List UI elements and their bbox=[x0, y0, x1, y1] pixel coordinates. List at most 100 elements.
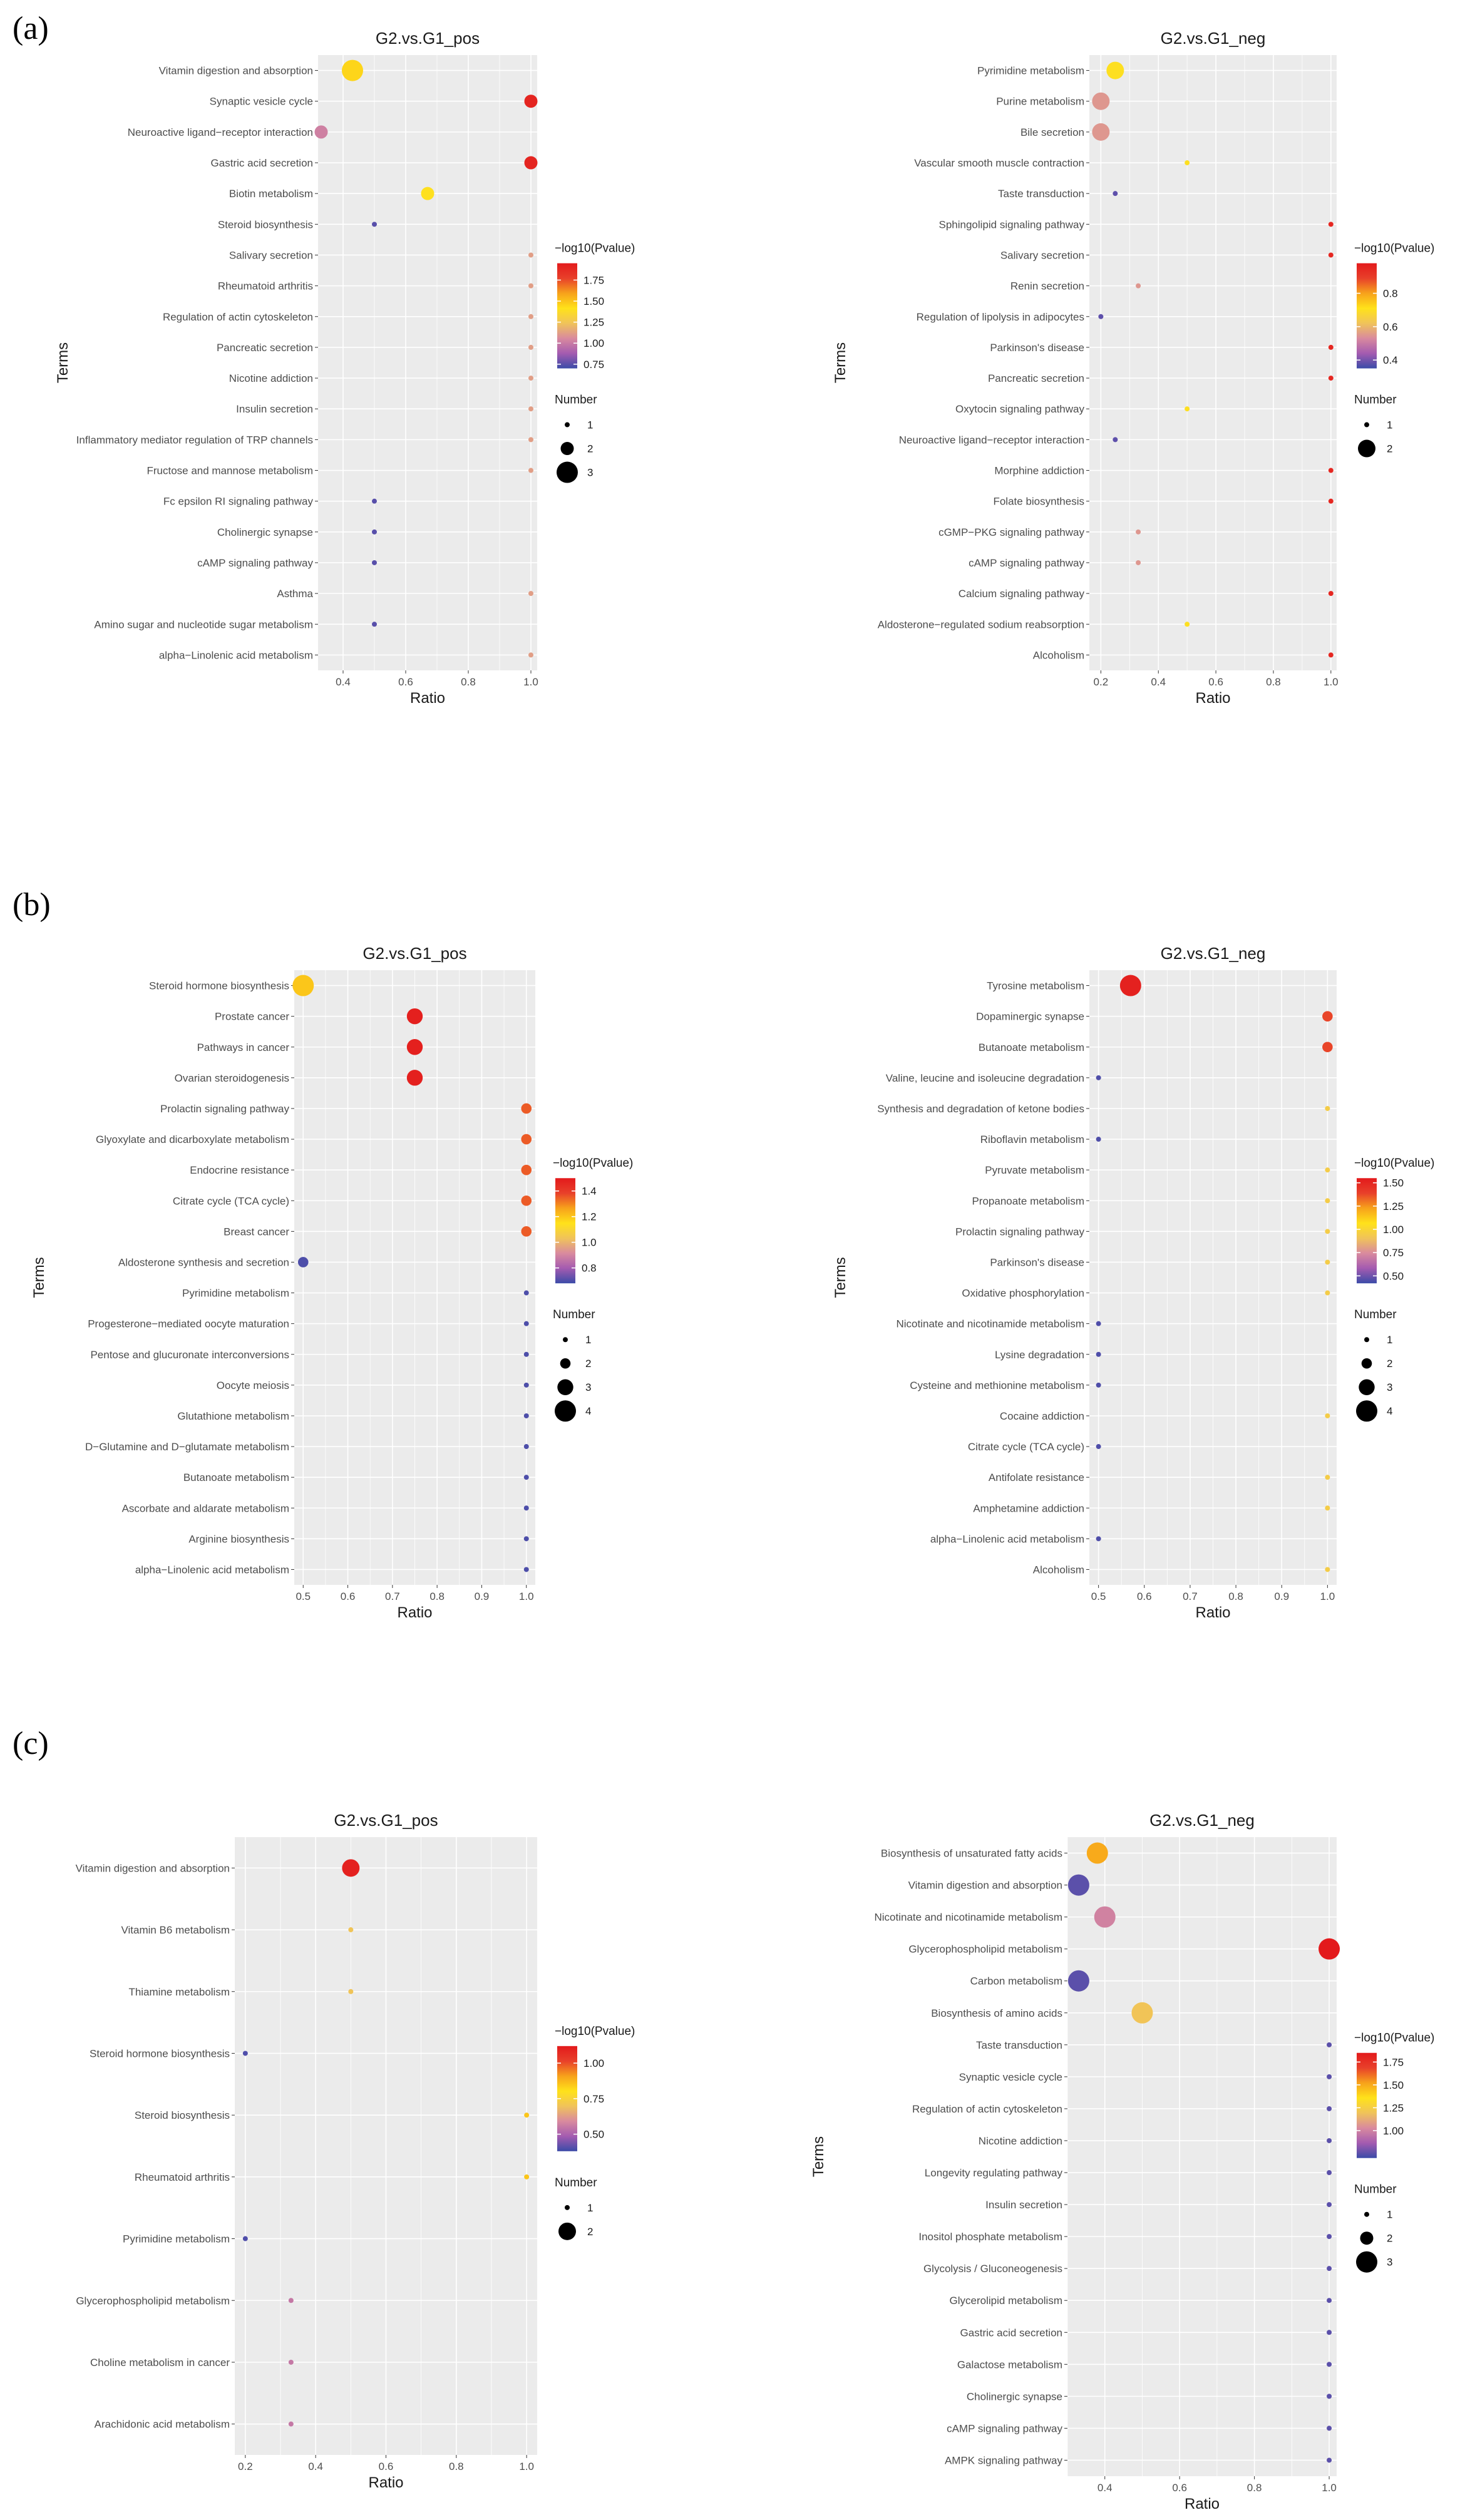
size-legend-dot bbox=[565, 2205, 570, 2210]
chart-title: G2.vs.G1_pos bbox=[334, 1811, 438, 1830]
data-point bbox=[1327, 2330, 1332, 2335]
term-label: Inositol phosphate metabolism bbox=[918, 2231, 1062, 2243]
term-label: Prolactin signaling pathway bbox=[955, 1226, 1085, 1237]
color-legend-title: −log10(Pvalue) bbox=[555, 242, 635, 255]
data-point bbox=[1096, 1382, 1101, 1388]
x-tick-label: 0.6 bbox=[1208, 676, 1223, 688]
data-point bbox=[1098, 314, 1104, 319]
x-axis-title: Ratio bbox=[397, 1604, 432, 1621]
data-point bbox=[1327, 2266, 1332, 2272]
data-point bbox=[372, 222, 377, 227]
term-label: Tyrosine metabolism bbox=[987, 980, 1084, 992]
term-label: Morphine addiction bbox=[994, 465, 1084, 477]
term-label: Insulin secretion bbox=[236, 403, 313, 415]
term-label: Breast cancer bbox=[224, 1226, 289, 1237]
term-label: Pyrimidine metabolism bbox=[182, 1288, 289, 1299]
term-label: Nicotinate and nicotinamide metabolism bbox=[875, 1912, 1063, 1923]
color-legend-title: −log10(Pvalue) bbox=[1354, 1157, 1434, 1170]
term-label: Endocrine resistance bbox=[190, 1164, 289, 1176]
data-point bbox=[524, 2174, 530, 2179]
term-label: alpha−Linolenic acid metabolism bbox=[135, 1564, 289, 1575]
data-point bbox=[528, 283, 533, 289]
data-point bbox=[288, 2359, 294, 2365]
size-legend-dot bbox=[1360, 2231, 1374, 2245]
term-label: Vitamin digestion and absorption bbox=[76, 1862, 230, 1874]
term-label: Steroid biosynthesis bbox=[218, 218, 313, 230]
term-label: Longevity regulating pathway bbox=[925, 2167, 1063, 2179]
size-legend-label: 4 bbox=[1387, 1405, 1392, 1417]
term-label: cAMP signaling pathway bbox=[197, 557, 313, 569]
term-label: Nicotinate and nicotinamide metabolism bbox=[897, 1318, 1085, 1330]
data-point bbox=[524, 2113, 530, 2118]
term-label: Synaptic vesicle cycle bbox=[210, 96, 313, 108]
term-label: Sphingolipid signaling pathway bbox=[939, 218, 1085, 230]
term-label: Glycerophospholipid metabolism bbox=[908, 1944, 1062, 1955]
term-label: Aldosterone−regulated sodium reabsorptio… bbox=[878, 618, 1084, 630]
data-point bbox=[1328, 376, 1334, 381]
data-point bbox=[528, 591, 533, 597]
term-label: Folate biosynthesis bbox=[993, 496, 1084, 508]
data-point bbox=[1185, 406, 1190, 412]
size-legend-label: 3 bbox=[1387, 1381, 1392, 1393]
data-point bbox=[523, 1444, 529, 1450]
data-point bbox=[1322, 1011, 1333, 1022]
term-label: Biosynthesis of unsaturated fatty acids bbox=[881, 1848, 1062, 1860]
term-label: Oxytocin signaling pathway bbox=[955, 403, 1085, 415]
x-tick-label: 0.7 bbox=[385, 1590, 400, 1602]
color-legend-label: 1.00 bbox=[1383, 1224, 1404, 1236]
data-point bbox=[372, 622, 377, 627]
data-point bbox=[1185, 160, 1190, 166]
data-point bbox=[1325, 1198, 1330, 1204]
data-point bbox=[421, 187, 434, 200]
term-label: cAMP signaling pathway bbox=[947, 2422, 1062, 2434]
term-label: Cholinergic synapse bbox=[217, 526, 313, 538]
x-tick-label: 0.8 bbox=[1266, 676, 1281, 688]
size-legend-title: Number bbox=[555, 394, 597, 407]
data-point bbox=[1327, 2394, 1332, 2399]
chart-a-right: G2.vs.G1_neg Pyrimidine metabolism Purine … bbox=[832, 29, 1434, 707]
data-point bbox=[521, 1226, 532, 1237]
color-legend-label: 1.50 bbox=[1383, 2079, 1404, 2091]
x-tick-label: 1.0 bbox=[1320, 1590, 1335, 1602]
term-label: Synthesis and degradation of ketone bodi… bbox=[877, 1103, 1084, 1115]
color-bar bbox=[1357, 2052, 1377, 2158]
size-legend-label: 3 bbox=[587, 467, 593, 479]
data-point bbox=[1086, 1842, 1108, 1864]
term-label: Nicotine addiction bbox=[229, 372, 313, 384]
x-axis-title: Ratio bbox=[1185, 2496, 1220, 2512]
size-legend-dot bbox=[560, 442, 574, 456]
term-label: Alcoholism bbox=[1033, 649, 1084, 661]
term-label: cAMP signaling pathway bbox=[969, 557, 1084, 569]
size-legend-dot bbox=[1356, 2251, 1377, 2273]
data-point bbox=[1327, 2362, 1332, 2367]
data-point bbox=[1328, 344, 1334, 350]
data-point bbox=[1327, 2234, 1332, 2240]
term-label: Alcoholism bbox=[1033, 1564, 1084, 1575]
term-label: Pyrimidine metabolism bbox=[123, 2233, 230, 2245]
data-point bbox=[288, 2298, 294, 2303]
term-label: Regulation of actin cytoskeleton bbox=[163, 311, 313, 323]
data-point bbox=[1325, 1505, 1330, 1511]
term-label: Pathways in cancer bbox=[197, 1042, 290, 1053]
data-point bbox=[528, 344, 533, 350]
term-label: Parkinson's disease bbox=[990, 1256, 1084, 1268]
data-point bbox=[372, 529, 377, 535]
x-axis-title: Ratio bbox=[368, 2474, 403, 2491]
data-point bbox=[1136, 560, 1141, 565]
color-legend-title: −log10(Pvalue) bbox=[553, 1157, 633, 1170]
color-legend-label: 1.25 bbox=[1383, 1201, 1404, 1212]
term-label: Nicotine addiction bbox=[979, 2135, 1062, 2147]
data-point bbox=[1094, 1906, 1116, 1928]
term-label: Arginine biosynthesis bbox=[188, 1533, 289, 1545]
x-axis-title: Ratio bbox=[1195, 1604, 1230, 1621]
data-point bbox=[1327, 2202, 1332, 2208]
chart-title: G2.vs.G1_pos bbox=[362, 944, 466, 963]
term-label: Glycerophospholipid metabolism bbox=[76, 2295, 230, 2307]
data-point bbox=[242, 2236, 248, 2241]
data-point bbox=[1327, 2425, 1332, 2431]
x-tick-label: 1.0 bbox=[1322, 2482, 1337, 2494]
term-label: alpha−Linolenic acid metabolism bbox=[159, 649, 313, 661]
color-legend-label: 0.8 bbox=[582, 1263, 597, 1274]
data-point bbox=[1119, 975, 1141, 996]
y-axis-title: Terms bbox=[810, 2136, 827, 2177]
